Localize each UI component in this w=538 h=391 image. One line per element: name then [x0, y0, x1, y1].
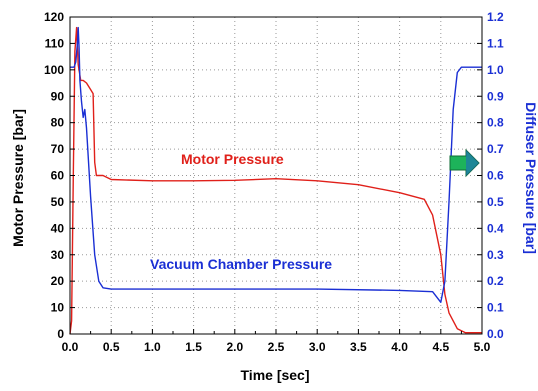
y-right-tick-label: 0.8: [487, 116, 504, 130]
y-left-tick-label: 110: [45, 36, 65, 50]
x-tick-label: 0.5: [103, 340, 120, 354]
y-right-tick-label: 1.2: [487, 10, 504, 24]
y-left-tick-label: 50: [51, 195, 65, 209]
y-right-tick-label: 0.1: [487, 301, 504, 315]
y-right-tick-label: 0.7: [487, 142, 504, 156]
y-right-tick-label: 0.5: [487, 195, 504, 209]
ticks: 0.0 0.5 1.0 1.5 2.0 2.5 3.0 3.5 4.0 4.5 5.0 0 10 20 30…: [44, 10, 504, 354]
y-right-tick-label: 0.0: [487, 327, 504, 341]
y-right-tick-label: 0.3: [487, 248, 504, 262]
y-left-tick-label: 30: [51, 248, 65, 262]
y-right-tick-label: 0.2: [487, 274, 504, 288]
y-axis-right-title: Diffuser Pressure [bar]: [523, 102, 538, 254]
x-tick-label: 5.0: [474, 340, 491, 354]
y-right-tick-label: 0.4: [487, 221, 504, 235]
y-left-tick-label: 0: [57, 327, 64, 341]
grid: [70, 17, 482, 334]
y-left-tick-label: 100: [44, 63, 64, 77]
x-tick-label: 2.0: [226, 340, 243, 354]
x-tick-label: 4.0: [391, 340, 408, 354]
y-right-tick-label: 0.9: [487, 89, 504, 103]
vacuum-chamber-pressure-label: Vacuum Chamber Pressure: [150, 256, 332, 272]
y-axis-left-title: Motor Pressure [bar]: [10, 109, 26, 247]
y-right-tick-label: 1.1: [487, 36, 504, 50]
y-left-tick-label: 40: [51, 221, 65, 235]
y-left-tick-label: 60: [51, 169, 65, 183]
x-tick-label: 1.0: [144, 340, 161, 354]
y-left-tick-label: 90: [51, 89, 65, 103]
y-right-tick-label: 1.0: [487, 63, 504, 77]
y-left-tick-label: 70: [51, 142, 65, 156]
motor-pressure-line: [69, 26, 482, 335]
y-left-tick-label: 20: [51, 274, 65, 288]
x-tick-label: 1.5: [185, 340, 202, 354]
motor-pressure-label: Motor Pressure: [181, 151, 284, 167]
x-tick-label: 0.0: [62, 340, 79, 354]
vacuum-chamber-pressure-line: [70, 26, 482, 303]
x-axis-title: Time [sec]: [241, 367, 310, 383]
y-left-tick-label: 120: [44, 10, 64, 24]
x-tick-label: 2.5: [268, 340, 285, 354]
x-tick-label: 4.5: [432, 340, 449, 354]
plot-frame: [69, 16, 483, 335]
x-tick-label: 3.5: [350, 340, 367, 354]
y-right-tick-label: 0.6: [487, 169, 504, 183]
series-layer: [69, 26, 482, 335]
y-left-tick-label: 80: [51, 116, 65, 130]
x-tick-label: 3.0: [309, 340, 326, 354]
y-left-tick-label: 10: [51, 301, 65, 315]
right-arrow-icon: [449, 148, 480, 178]
